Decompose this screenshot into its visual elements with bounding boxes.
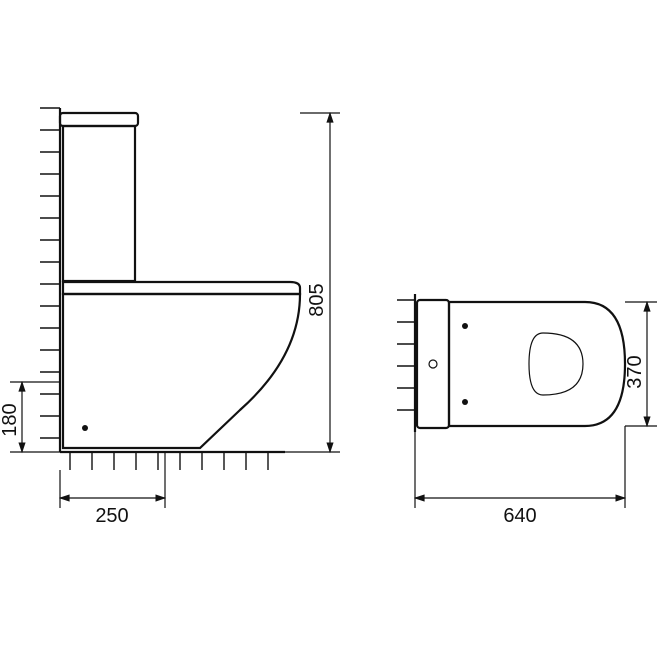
drain-dot xyxy=(82,425,88,431)
dim-370-label: 370 xyxy=(624,355,646,388)
dim-640: 640 xyxy=(415,426,625,527)
cistern-top xyxy=(417,300,449,428)
dim-640-label: 640 xyxy=(503,505,536,527)
seat-outer xyxy=(449,302,625,426)
seat-inner xyxy=(529,333,583,395)
hinge-bottom xyxy=(462,399,468,405)
seat-lid xyxy=(63,282,300,294)
dim-250-label: 250 xyxy=(95,505,128,527)
dim-370: 370 xyxy=(624,302,657,426)
flush-button xyxy=(429,360,437,368)
dim-180-label: 180 xyxy=(0,403,21,436)
hinge-top xyxy=(462,323,468,329)
bowl-side xyxy=(63,294,300,448)
dim-805-label: 805 xyxy=(306,283,328,316)
dim-180: 180 xyxy=(0,382,60,452)
floor-hatch-horizontal xyxy=(60,452,285,470)
top-view: 370 640 xyxy=(397,294,657,527)
technical-drawing: 805 180 250 370 xyxy=(0,0,667,667)
side-view: 805 180 250 xyxy=(0,108,340,527)
cistern xyxy=(60,113,138,281)
dim-250: 250 xyxy=(60,452,165,527)
wall-hatch-top xyxy=(397,294,415,432)
wall-hatch-vertical xyxy=(40,108,60,452)
